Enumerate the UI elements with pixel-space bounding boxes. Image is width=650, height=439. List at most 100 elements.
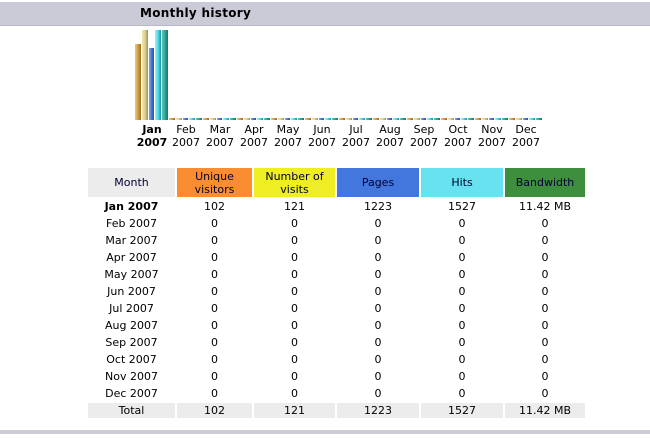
- chart-bar-bandwidth-sep-2007: [434, 118, 440, 120]
- table-row-jun-2007: Jun 2007 0 0 0 0 0: [88, 284, 585, 299]
- x-axis-label-year: 2007: [376, 136, 404, 149]
- value-cell-number-of-visits: 0: [291, 251, 298, 264]
- value-cell-hits: 0: [458, 234, 466, 247]
- month-cell: May 2007: [104, 268, 159, 281]
- monthly-history-table: Month Unique visitors Number of visits Page…: [86, 166, 587, 420]
- total-value-cell-pages: 1223: [337, 403, 419, 418]
- chart-month-group-dec-2007: [509, 30, 543, 120]
- value-cell-number-of-visits: 0: [291, 268, 298, 281]
- chart-month-group-apr-2007: [237, 30, 271, 120]
- chart-bar-number-of-visits-aug-2007: [379, 118, 386, 120]
- value-cell-bandwidth: 0: [541, 302, 549, 315]
- chart-bar-pages-sep-2007: [420, 118, 427, 120]
- x-axis-label-jul-2007: Jul 2007: [339, 123, 373, 149]
- x-axis-label-year: 2007: [172, 136, 200, 149]
- chart-bar-pages-apr-2007: [250, 118, 257, 120]
- chart-bar-bandwidth-feb-2007: [196, 118, 202, 120]
- value-cell-hits: 1527: [448, 200, 476, 213]
- chart-bar-hits-mar-2007: [223, 118, 230, 120]
- x-axis-label-month: Nov: [481, 123, 503, 136]
- chart-month-group-feb-2007: [169, 30, 203, 120]
- monthly-history-table-wrap: Month Unique visitors Number of visits Page…: [86, 166, 587, 420]
- value-cell-number-of-visits: 0: [291, 336, 298, 349]
- value-cell-pages: 0: [374, 387, 382, 400]
- value-cell-unique-visitors: 0: [211, 370, 218, 383]
- month-cell: Oct 2007: [106, 353, 157, 366]
- total-value-cell-number-of-visits: 121: [254, 403, 335, 418]
- value-cell-pages: 0: [374, 285, 382, 298]
- x-axis-label-year: 2007: [206, 136, 234, 149]
- value-cell-bandwidth: 0: [541, 217, 549, 230]
- value-cell-unique-visitors: 0: [211, 251, 218, 264]
- month-cell: Sep 2007: [105, 336, 158, 349]
- chart-bar-number-of-visits-mar-2007: [209, 118, 216, 120]
- chart-bar-unique-visitors-jan-2007: [135, 44, 141, 120]
- value-cell-bandwidth: 0: [541, 285, 549, 298]
- value-cell-pages: 0: [374, 302, 382, 315]
- x-axis-label-month: Mar: [209, 123, 231, 136]
- table-row-apr-2007: Apr 2007 0 0 0 0 0: [88, 250, 585, 265]
- x-axis-label-dec-2007: Dec 2007: [509, 123, 543, 149]
- chart-bar-pages-may-2007: [284, 118, 291, 120]
- chart-bar-number-of-visits-oct-2007: [447, 118, 454, 120]
- chart-bar-number-of-visits-sep-2007: [413, 118, 420, 120]
- x-axis-label-apr-2007: Apr 2007: [237, 123, 271, 149]
- chart-bar-pages-oct-2007: [454, 118, 461, 120]
- chart-month-group-jan-2007: [135, 30, 169, 120]
- chart-bar-pages-feb-2007: [182, 118, 189, 120]
- chart-month-group-nov-2007: [475, 30, 509, 120]
- x-axis-label-month: Feb: [176, 123, 196, 136]
- chart-bar-number-of-visits-jan-2007: [141, 30, 148, 120]
- total-row: Total 102 121 1223 1527 11.42 MB: [88, 403, 585, 418]
- value-cell-hits: 0: [458, 353, 466, 366]
- monthly-history-chart: [135, 30, 543, 120]
- chart-bar-unique-visitors-nov-2007: [475, 118, 481, 120]
- chart-bar-bandwidth-oct-2007: [468, 118, 474, 120]
- table-body: Jan 2007 102 121 1223 1527 11.42 MB Feb 2007 0 0…: [88, 199, 585, 418]
- x-axis-label-year: 2007: [444, 136, 472, 149]
- chart-bar-number-of-visits-jun-2007: [311, 118, 318, 120]
- chart-bar-bandwidth-mar-2007: [230, 118, 236, 120]
- table-row-aug-2007: Aug 2007 0 0 0 0 0: [88, 318, 585, 333]
- chart-bar-bandwidth-jul-2007: [366, 118, 372, 120]
- x-axis-label-nov-2007: Nov 2007: [475, 123, 509, 149]
- total-label-cell: Total: [88, 403, 175, 418]
- chart-bar-unique-visitors-may-2007: [271, 118, 277, 120]
- value-cell-hits: 0: [458, 251, 466, 264]
- value-cell-number-of-visits: 0: [291, 285, 298, 298]
- value-cell-unique-visitors: 0: [211, 353, 218, 366]
- value-cell-bandwidth: 0: [541, 387, 549, 400]
- value-cell-pages: 1223: [364, 200, 392, 213]
- chart-bar-unique-visitors-feb-2007: [169, 118, 175, 120]
- value-cell-unique-visitors: 0: [211, 336, 218, 349]
- x-axis-label-jan-2007: Jan 2007: [135, 123, 169, 149]
- chart-bar-pages-jan-2007: [148, 48, 155, 120]
- chart-month-group-jun-2007: [305, 30, 339, 120]
- value-cell-unique-visitors: 0: [211, 234, 218, 247]
- chart-x-axis-labels: Jan 2007 Feb 2007 Mar 2007 Apr 2007 May 2007 Jun 20…: [135, 123, 543, 149]
- month-cell: Nov 2007: [105, 370, 158, 383]
- x-axis-label-year: 2007: [274, 136, 302, 149]
- chart-bar-number-of-visits-feb-2007: [175, 118, 182, 120]
- value-cell-hits: 0: [458, 302, 466, 315]
- x-axis-label-month: Jun: [313, 123, 331, 136]
- x-axis-label-year: 2007: [512, 136, 540, 149]
- chart-bar-hits-apr-2007: [257, 118, 264, 120]
- value-cell-bandwidth: 0: [541, 336, 549, 349]
- chart-bar-number-of-visits-apr-2007: [243, 118, 250, 120]
- value-cell-unique-visitors: 0: [211, 217, 218, 230]
- x-axis-label-month: Dec: [515, 123, 537, 136]
- chart-bar-hits-may-2007: [291, 118, 298, 120]
- chart-bar-pages-aug-2007: [386, 118, 393, 120]
- chart-bar-bandwidth-may-2007: [298, 118, 304, 120]
- chart-bar-unique-visitors-jun-2007: [305, 118, 311, 120]
- value-cell-hits: 0: [458, 268, 466, 281]
- value-cell-number-of-visits: 0: [291, 319, 298, 332]
- chart-bar-pages-mar-2007: [216, 118, 223, 120]
- chart-bar-bandwidth-dec-2007: [536, 118, 542, 120]
- table-row-jan-2007: Jan 2007 102 121 1223 1527 11.42 MB: [88, 199, 585, 214]
- chart-bar-hits-dec-2007: [529, 118, 536, 120]
- value-cell-pages: 0: [374, 353, 382, 366]
- value-cell-hits: 0: [458, 336, 466, 349]
- value-cell-bandwidth: 0: [541, 353, 549, 366]
